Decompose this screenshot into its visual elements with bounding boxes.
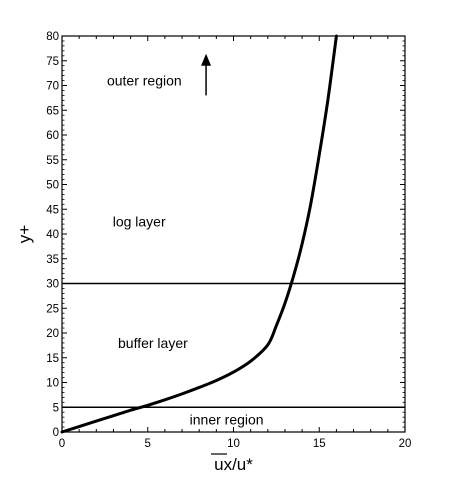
y-axis-label-group: y+	[15, 225, 34, 244]
y-tick-label: 70	[46, 81, 59, 93]
ticks	[61, 35, 406, 433]
annotations: outer region log layer buffer layer inner r…	[107, 73, 264, 428]
annotation-label: buffer layer	[118, 335, 188, 351]
reference-lines	[62, 282, 405, 408]
y-tick-label: 65	[46, 105, 59, 117]
y-tick-label: 75	[46, 56, 59, 68]
y-tick-label: 45	[46, 204, 59, 216]
y-tick-label: 35	[46, 254, 59, 266]
y-tick-label: 80	[46, 31, 59, 43]
y-tick-label: 30	[46, 279, 59, 291]
annotation-label: log layer	[113, 214, 166, 230]
y-tick-label: 10	[46, 378, 59, 390]
x-tick-label: 15	[313, 438, 326, 450]
y-tick-label: 60	[46, 130, 59, 142]
x-axis-label: ux/u*	[214, 455, 253, 474]
arrow-head	[201, 53, 212, 66]
x-tick-label: 5	[145, 438, 151, 450]
x-tick-label: 20	[399, 438, 412, 450]
tick-labels: 0 5 10 15 20 0 5 10 15 20 25 30 35 40 45 50 55 60 65 70 75 80	[46, 31, 411, 450]
y-tick-label: 20	[46, 328, 59, 340]
y-tick-label: 40	[46, 229, 59, 241]
y-tick-label: 25	[46, 303, 59, 315]
y-tick-label: 55	[46, 155, 59, 167]
x-tick-label: 10	[227, 438, 240, 450]
up-arrow-icon	[201, 53, 212, 96]
x-axis-label-group: ux/u*	[211, 453, 253, 474]
velocity-profile-curve	[60, 34, 338, 434]
y-tick-label: 0	[53, 427, 59, 439]
annotation-label: inner region	[190, 412, 264, 428]
y-tick-label: 15	[46, 353, 59, 365]
annotation-label: outer region	[107, 73, 182, 89]
x-tick-label: 0	[59, 438, 65, 450]
y-tick-label: 5	[53, 402, 59, 414]
y-axis-label: y+	[15, 225, 34, 244]
y-tick-label: 50	[46, 180, 59, 192]
